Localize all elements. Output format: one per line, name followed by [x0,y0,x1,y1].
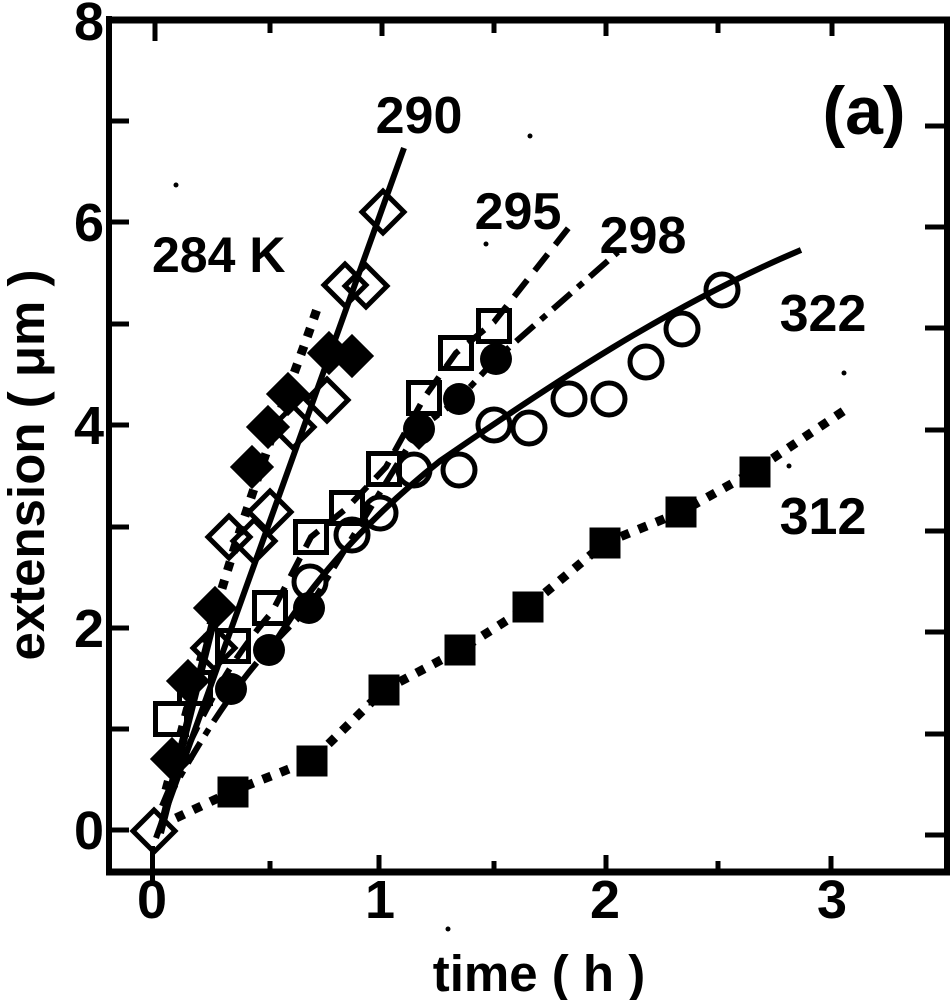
svg-text:3: 3 [817,870,847,930]
svg-text:2: 2 [590,870,620,930]
svg-text:2: 2 [74,599,104,659]
svg-text:284 K: 284 K [152,227,285,283]
svg-text:(a): (a) [822,73,905,149]
svg-text:298: 298 [600,207,687,265]
svg-text:312: 312 [780,488,867,546]
svg-text:4: 4 [74,396,104,456]
svg-text:290: 290 [376,87,463,145]
svg-text:1: 1 [365,870,395,930]
svg-text:0: 0 [137,870,167,930]
svg-text:295: 295 [475,183,562,241]
svg-text:extension ( μm ): extension ( μm ) [0,269,55,660]
svg-text:322: 322 [780,285,867,343]
svg-text:8: 8 [74,0,104,52]
svg-text:6: 6 [74,193,104,253]
svg-text:0: 0 [74,801,104,861]
svg-text:time ( h ): time ( h ) [433,945,646,1000]
